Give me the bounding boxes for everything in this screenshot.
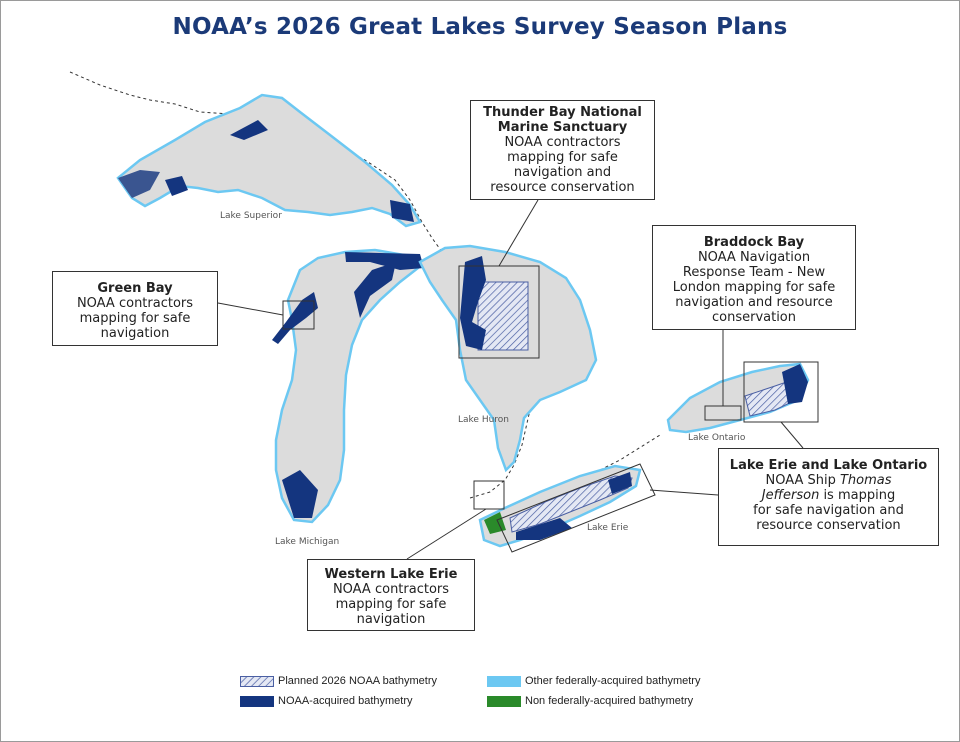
- erie-ontario-text-2: Jefferson is mapping: [725, 488, 932, 503]
- thunder-bay-text-1: NOAA contractors: [504, 135, 621, 150]
- thunder-bay-text-4: resource conservation: [490, 180, 635, 195]
- braddock-bay-text-5: conservation: [711, 310, 797, 325]
- green-bay-text-1: NOAA contractors: [76, 296, 194, 311]
- michigan-north-strip: [345, 252, 424, 270]
- braddock-bay-heading: Braddock Bay: [703, 235, 805, 250]
- braddock-bay-text-4: navigation and resource: [675, 295, 833, 310]
- erie-highlight-box: [496, 463, 656, 553]
- ontario-noaa-bathymetry: [782, 364, 808, 404]
- ship-name-part2: Jefferson: [761, 488, 820, 503]
- erie-ontario-text-pre: NOAA Ship: [765, 473, 840, 488]
- western-erie-text-2: mapping for safe: [335, 597, 447, 612]
- green-bay-leader: [217, 302, 284, 316]
- erie-ontario-heading: Lake Erie and Lake Ontario: [729, 458, 928, 473]
- lake-huron-label: Lake Huron: [458, 415, 509, 425]
- legend-label-noaa: NOAA-acquired bathymetry: [278, 695, 413, 707]
- page-title: NOAA’s 2026 Great Lakes Survey Season Pl…: [172, 14, 788, 40]
- green-bay-callout: Green Bay NOAA contractors mapping for s…: [52, 271, 218, 346]
- erie-leader: [649, 489, 719, 496]
- western-erie-highlight-box: [473, 480, 505, 510]
- erie-ontario-text-3: for safe navigation and: [753, 503, 904, 518]
- erie-ontario-callout: Lake Erie and Lake Ontario NOAA Ship Tho…: [718, 448, 939, 546]
- michigan-noaa-bathymetry: [282, 262, 396, 518]
- erie-ontario-text-1: NOAA Ship Thomas: [725, 473, 932, 488]
- western-erie-text-3: navigation: [356, 612, 426, 627]
- non-federal-swatch: [487, 696, 521, 707]
- ship-name-part1: Thomas: [839, 473, 892, 488]
- thunder-bay-leader: [498, 199, 539, 267]
- planned-swatch: [240, 676, 274, 687]
- thunder-bay-planned-area: [477, 281, 529, 351]
- thunder-bay-text-3: navigation and: [513, 165, 612, 180]
- ontario-leader: [780, 421, 804, 449]
- western-erie-leader: [406, 508, 487, 560]
- green-bay-shape: [272, 292, 318, 344]
- thunder-bay-callout: Thunder Bay National Marine Sanctuary NO…: [470, 100, 655, 200]
- thunder-bay-text-2: mapping for safe: [507, 150, 618, 165]
- other-federal-swatch: [487, 676, 521, 687]
- thunder-bay-heading-2: Marine Sanctuary: [497, 120, 628, 135]
- green-bay-text-2: mapping for safe: [79, 311, 191, 326]
- erie-ontario-text-post: is mapping: [819, 488, 896, 503]
- green-bay-heading: Green Bay: [97, 281, 173, 296]
- braddock-bay-text-3: London mapping for safe: [672, 280, 836, 295]
- lake-michigan-label: Lake Michigan: [275, 537, 339, 547]
- huron-noaa-bathymetry: [460, 256, 486, 350]
- lake-erie-label: Lake Erie: [587, 523, 629, 533]
- western-erie-text-1: NOAA contractors: [332, 582, 450, 597]
- western-erie-heading: Western Lake Erie: [324, 567, 458, 582]
- lake-ontario-label: Lake Ontario: [688, 433, 746, 443]
- superior-west-strip: [118, 170, 160, 198]
- erie-noaa-bathymetry: [516, 472, 632, 540]
- legend-label-non-federal: Non federally-acquired bathymetry: [525, 695, 694, 707]
- erie-planned-area: [509, 475, 633, 533]
- thunder-bay-heading-1: Thunder Bay National: [483, 105, 642, 120]
- braddock-bay-text-1: NOAA Navigation: [697, 250, 811, 265]
- lake-superior-label: Lake Superior: [220, 211, 282, 221]
- erie-ontario-text-4: resource conservation: [756, 518, 901, 533]
- western-erie-callout: Western Lake Erie NOAA contractors mappi…: [307, 559, 475, 631]
- braddock-bay-text-2: Response Team - New: [682, 265, 826, 280]
- legend-label-planned: Planned 2026 NOAA bathymetry: [278, 675, 437, 687]
- lake-superior-shape: [116, 93, 422, 228]
- braddock-bay-callout: Braddock Bay NOAA Navigation Response Te…: [652, 225, 856, 330]
- green-bay-text-3: navigation: [100, 326, 170, 341]
- legend-label-other-federal: Other federally-acquired bathymetry: [525, 675, 701, 687]
- noaa-swatch: [240, 696, 274, 707]
